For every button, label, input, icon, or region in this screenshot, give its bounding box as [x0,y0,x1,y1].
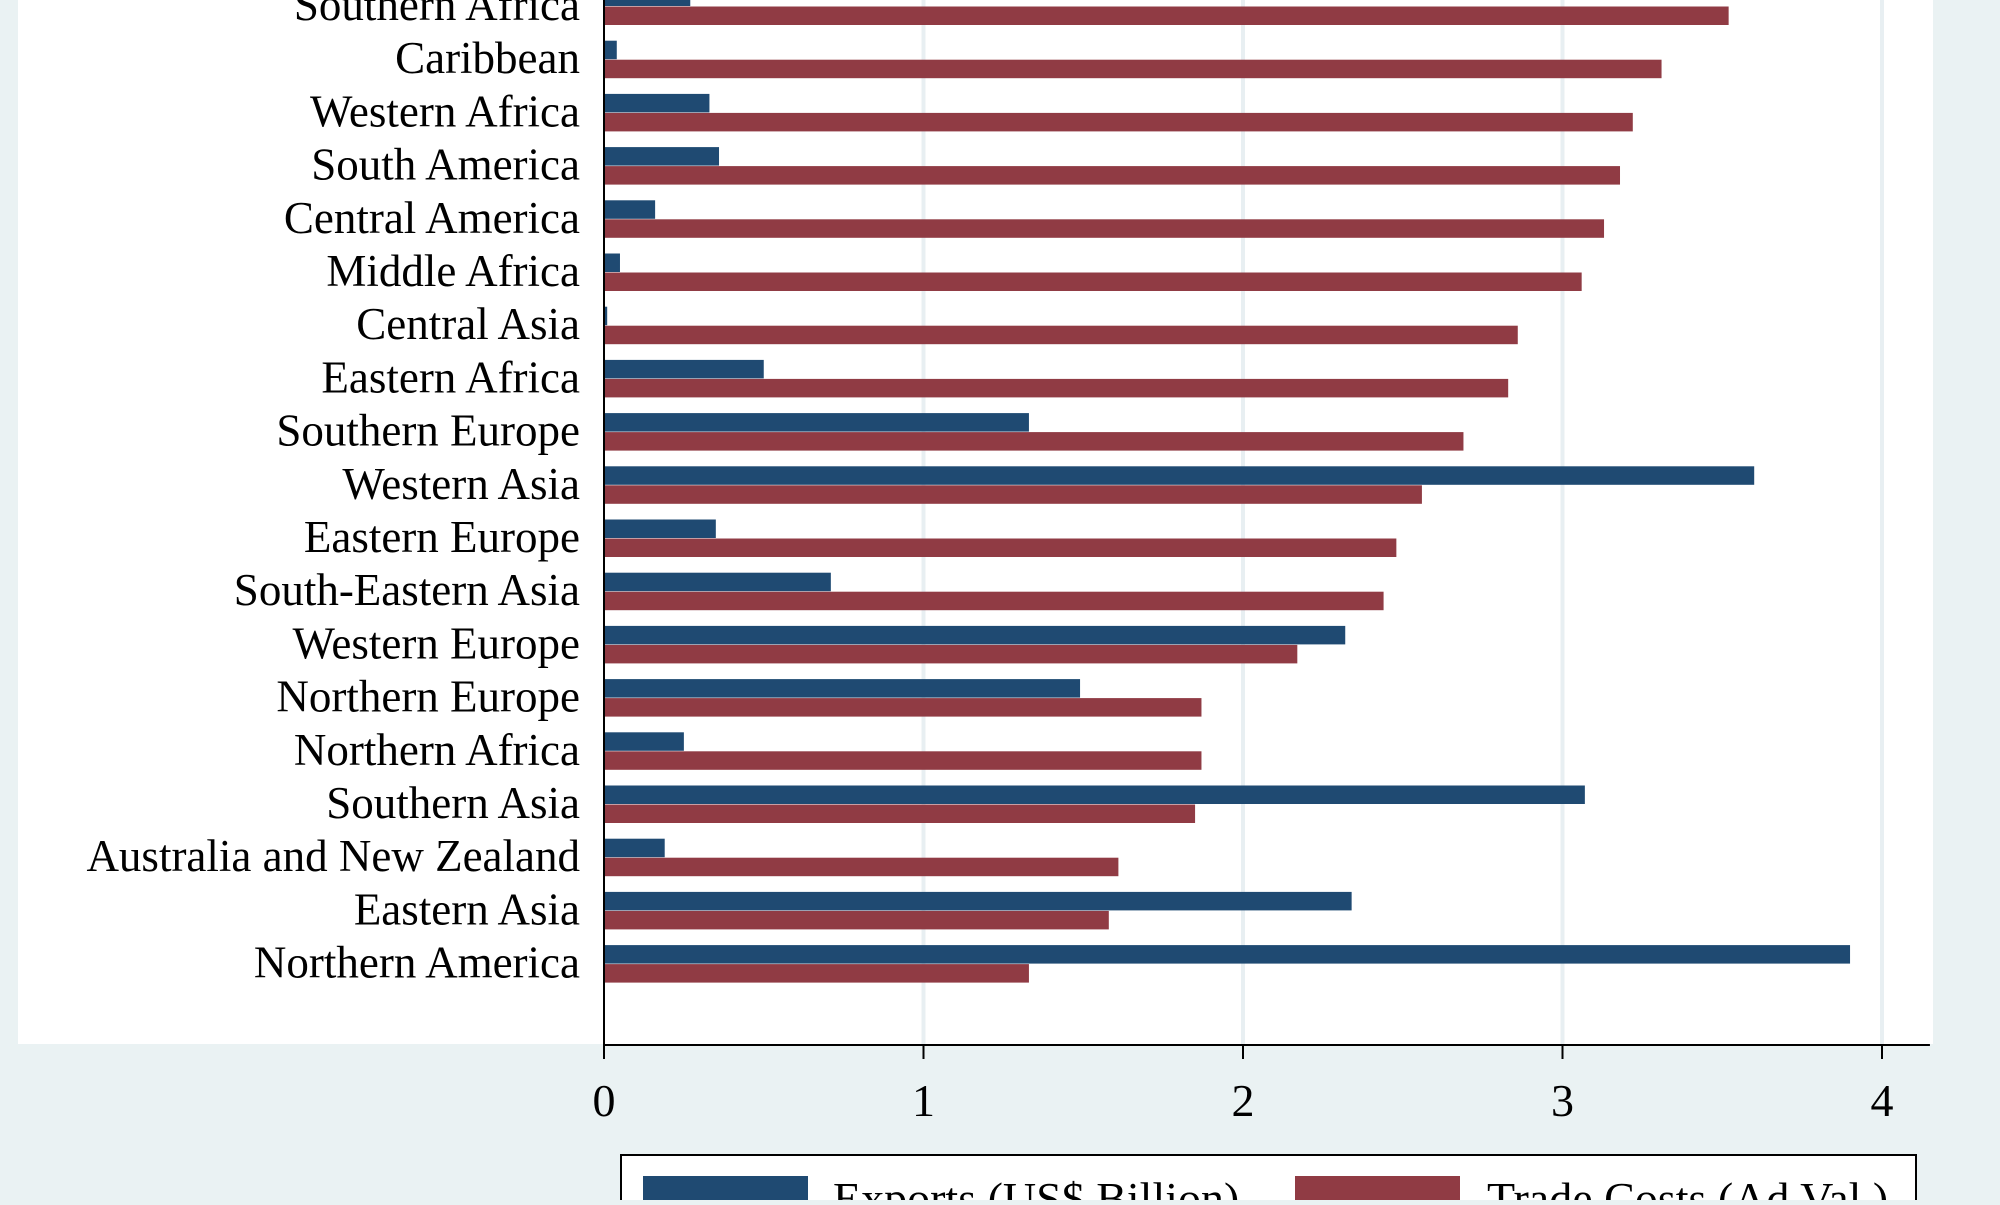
bar-trade-costs-eastern-africa [604,378,1509,398]
category-label-southern-africa: Southern Africa [294,0,580,30]
legend-label-exports: Exports (US$ Billion) [833,1173,1239,1200]
category-label-southern-asia: Southern Asia [326,778,580,828]
bar-trade-costs-caribbean [604,59,1662,79]
category-label-south-america: South America [311,140,580,190]
x-tick-label-2: 2 [1232,1075,1255,1126]
category-label-middle-africa: Middle Africa [326,246,580,296]
category-label-south-eastern-asia: South-Eastern Asia [234,565,580,615]
bar-trade-costs-south-eastern-asia [604,591,1384,611]
bar-exports-southern-asia [604,785,1585,804]
category-label-western-europe: Western Europe [292,618,580,668]
category-label-western-africa: Western Africa [310,86,580,136]
category-label-eastern-europe: Eastern Europe [304,512,580,562]
bar-trade-costs-northern-africa [604,751,1202,770]
bar-trade-costs-southern-asia [604,804,1196,823]
category-label-southern-europe: Southern Europe [276,406,580,456]
category-label-eastern-asia: Eastern Asia [354,884,580,934]
bar-exports-middle-africa [604,253,620,272]
bar-trade-costs-western-europe [604,644,1298,664]
category-label-western-asia: Western Asia [342,459,580,509]
bar-trade-costs-eastern-asia [604,910,1109,930]
bar-exports-eastern-africa [604,359,764,379]
legend-swatch-exports [643,1176,808,1205]
bar-exports-western-asia [604,466,1755,485]
bars [604,0,1851,983]
bar-trade-costs-western-africa [604,112,1633,132]
bar-exports-south-america [604,147,720,166]
legend-box [620,1154,1917,1205]
bar-trade-costs-western-asia [604,485,1422,504]
legend-swatch-trade-costs [1295,1176,1460,1205]
bar-trade-costs-central-asia [604,325,1518,345]
bar-exports-central-america [604,200,656,219]
bar-exports-western-europe [604,625,1346,645]
bar-exports-caribbean [604,40,617,60]
bar-trade-costs-central-america [604,219,1605,238]
x-tick-label-3: 3 [1551,1075,1574,1126]
bar-trade-costs-eastern-europe [604,538,1397,557]
bar-exports-australia-and-new-zealand [604,838,665,858]
bar-trade-costs-australia-and-new-zealand [604,857,1119,877]
x-tick-label-4: 4 [1871,1075,1894,1126]
bar-exports-southern-europe [604,413,1029,432]
bar-exports-south-eastern-asia [604,572,831,592]
category-label-eastern-africa: Eastern Africa [321,352,580,402]
x-tick-label-1: 1 [912,1075,935,1126]
bar-exports-central-asia [604,306,608,326]
category-label-northern-america: Northern America [254,938,580,988]
category-label-northern-africa: Northern Africa [294,725,580,775]
category-label-caribbean: Caribbean [395,33,580,83]
x-tick-label-0: 0 [593,1075,616,1126]
legend: Exports (US$ Billion) Trade Costs (Ad Val… [620,1154,1917,1205]
bar-exports-northern-europe [604,679,1081,698]
bar-trade-costs-northern-europe [604,698,1202,717]
bar-exports-western-africa [604,93,710,113]
bar-exports-northern-africa [604,732,684,751]
bar-trade-costs-southern-africa [604,6,1729,25]
category-label-central-america: Central America [284,193,580,243]
bar-trade-costs-southern-europe [604,432,1464,451]
bar-trade-costs-south-america [604,166,1621,185]
bar-exports-southern-africa [604,0,691,6]
bar-exports-northern-america [604,945,1851,964]
bar-trade-costs-northern-america [604,964,1029,983]
bar-exports-eastern-europe [604,519,716,538]
bar-exports-eastern-asia [604,891,1352,911]
bar-trade-costs-middle-africa [604,272,1582,291]
category-label-australia-and-new-zealand: Australia and New Zealand [86,831,580,881]
category-label-northern-europe: Northern Europe [276,672,580,722]
x-axis: 0 1 2 3 4 [593,0,1930,1126]
legend-label-trade-costs: Trade Costs (Ad Val.) [1487,1173,1888,1200]
category-label-central-asia: Central Asia [356,299,580,349]
